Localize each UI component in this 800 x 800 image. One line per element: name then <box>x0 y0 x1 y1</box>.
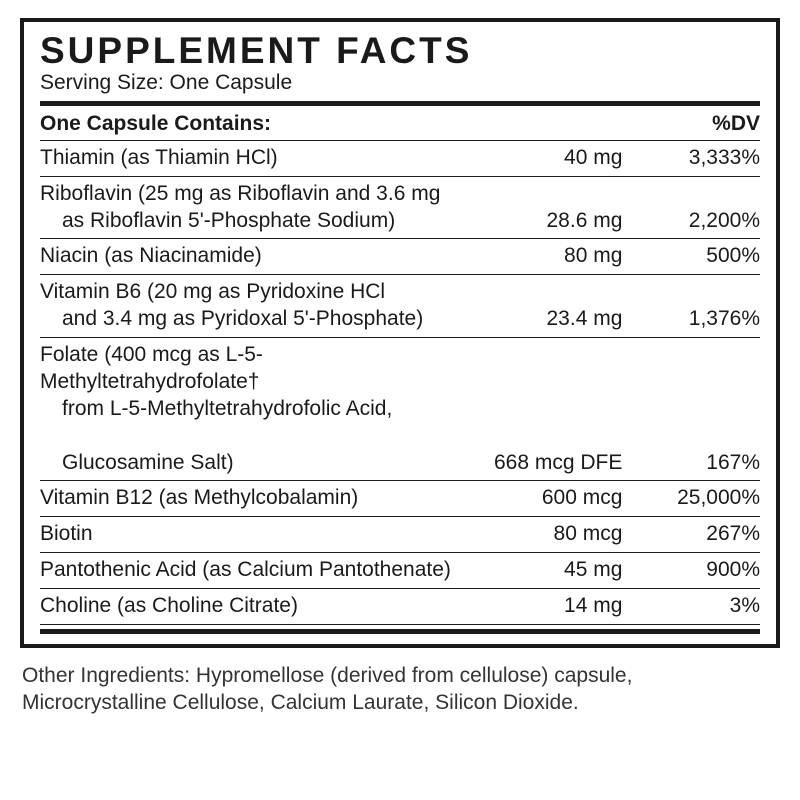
nutrient-dv: 3% <box>630 589 760 625</box>
nutrient-name-cont: Glucosamine Salt) <box>40 450 479 477</box>
nutrient-name: Vitamin B12 (as Methylcobalamin) <box>40 481 479 517</box>
nutrient-amount: 40 mg <box>479 140 630 176</box>
nutrient-dv: 267% <box>630 517 760 553</box>
nutrient-amount: 80 mcg <box>479 517 630 553</box>
panel-title: SUPPLEMENT FACTS <box>40 32 760 71</box>
serving-size: Serving Size: One Capsule <box>40 71 760 95</box>
nutrient-name: Folate (400 mcg as L-5-Methyltetrahydrof… <box>40 338 479 481</box>
nutrient-dv: 25,000% <box>630 481 760 517</box>
table-row: Niacin (as Niacinamide)80 mg500% <box>40 239 760 275</box>
rule-bottom <box>40 629 760 634</box>
nutrient-dv: 900% <box>630 553 760 589</box>
table-row: Folate (400 mcg as L-5-Methyltetrahydrof… <box>40 338 760 481</box>
nutrient-name-cont: from L-5-Methyltetrahydrofolic Acid, <box>40 396 479 423</box>
nutrient-name: Niacin (as Niacinamide) <box>40 239 479 275</box>
nutrient-amount: 668 mcg DFE <box>479 338 630 481</box>
nutrient-name: Pantothenic Acid (as Calcium Pantothenat… <box>40 553 479 589</box>
table-row: Pantothenic Acid (as Calcium Pantothenat… <box>40 553 760 589</box>
nutrient-name: Thiamin (as Thiamin HCl) <box>40 140 479 176</box>
col-header-dv: %DV <box>630 108 760 141</box>
nutrient-name: Biotin <box>40 517 479 553</box>
nutrient-amount: 45 mg <box>479 553 630 589</box>
nutrient-dv: 3,333% <box>630 140 760 176</box>
nutrient-dv: 500% <box>630 239 760 275</box>
nutrient-name-cont: as Riboflavin 5'-Phosphate Sodium) <box>40 208 479 235</box>
table-row: Choline (as Choline Citrate)14 mg3% <box>40 589 760 625</box>
supplement-facts-panel: SUPPLEMENT FACTS Serving Size: One Capsu… <box>20 18 780 648</box>
nutrient-name: Choline (as Choline Citrate) <box>40 589 479 625</box>
other-ingredients: Other Ingredients: Hypromellose (derived… <box>20 662 780 717</box>
nutrient-dv: 2,200% <box>630 176 760 239</box>
nutrient-amount: 28.6 mg <box>479 176 630 239</box>
table-row: Vitamin B6 (20 mg as Pyridoxine HCland 3… <box>40 275 760 338</box>
nutrient-dv: 1,376% <box>630 275 760 338</box>
nutrient-amount: 14 mg <box>479 589 630 625</box>
col-header-spacer <box>479 108 630 141</box>
nutrient-name-cont: and 3.4 mg as Pyridoxal 5'-Phosphate) <box>40 306 479 333</box>
col-header-contains: One Capsule Contains: <box>40 108 479 141</box>
nutrient-amount: 600 mcg <box>479 481 630 517</box>
table-row: Thiamin (as Thiamin HCl)40 mg3,333% <box>40 140 760 176</box>
nutrient-amount: 23.4 mg <box>479 275 630 338</box>
nutrient-name: Vitamin B6 (20 mg as Pyridoxine HCland 3… <box>40 275 479 338</box>
table-row: Biotin80 mcg267% <box>40 517 760 553</box>
rule-top <box>40 101 760 106</box>
table-row: Riboflavin (25 mg as Riboflavin and 3.6 … <box>40 176 760 239</box>
nutrient-name: Riboflavin (25 mg as Riboflavin and 3.6 … <box>40 176 479 239</box>
nutrient-dv: 167% <box>630 338 760 481</box>
nutrient-amount: 80 mg <box>479 239 630 275</box>
table-row: Vitamin B12 (as Methylcobalamin)600 mcg2… <box>40 481 760 517</box>
facts-table: One Capsule Contains: %DV Thiamin (as Th… <box>40 108 760 625</box>
